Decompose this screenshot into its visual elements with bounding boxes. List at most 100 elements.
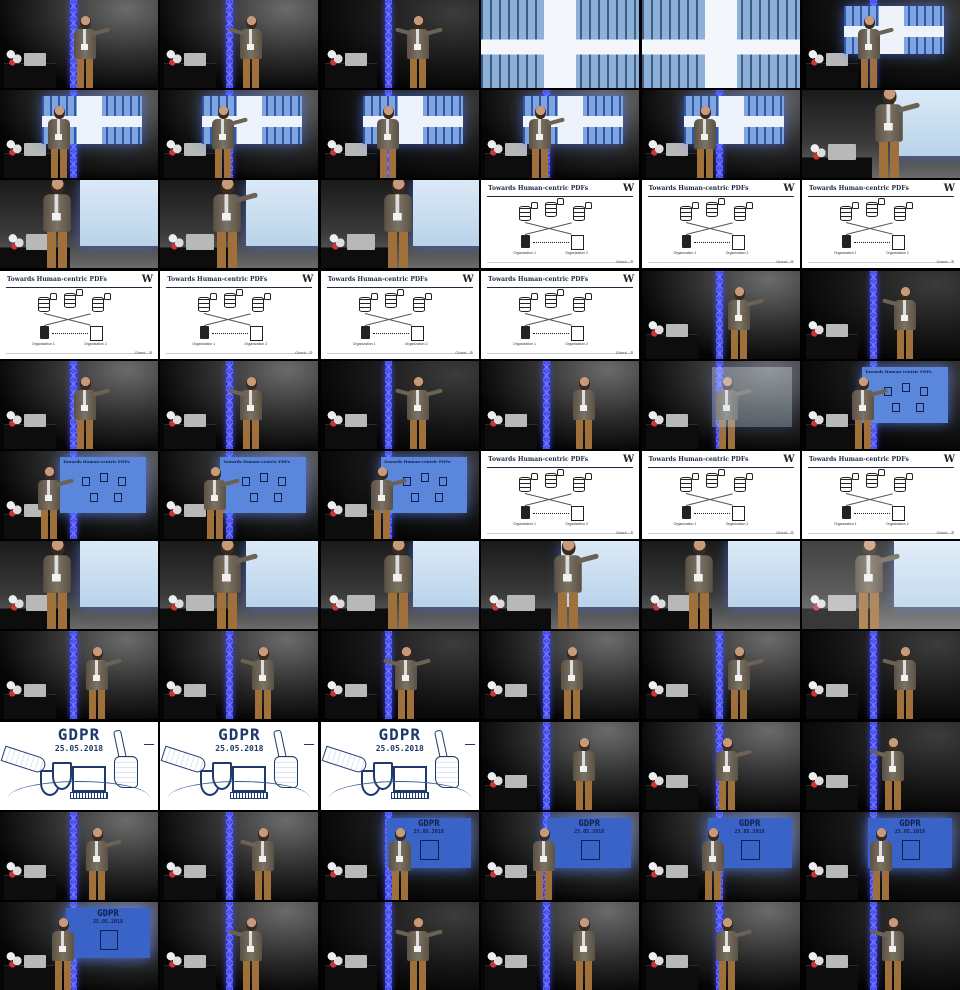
laptop xyxy=(665,864,688,878)
video-frame xyxy=(801,631,960,720)
lock-icon xyxy=(396,288,404,296)
plush-toys xyxy=(166,949,183,968)
lock-icon xyxy=(691,202,699,210)
name-badge xyxy=(734,675,742,682)
database-icon xyxy=(519,206,532,222)
lanyard xyxy=(83,389,86,408)
dotted-link xyxy=(693,512,730,515)
slide-gdpr: GDPR 25.05.2018 xyxy=(0,721,158,810)
projected-gdpr-title: GDPR xyxy=(417,818,440,829)
lectern-desk xyxy=(324,63,377,88)
lectern-desk xyxy=(645,874,698,900)
slide-human-centric-pdfs: Towards Human-centric PDFs W Organizatio… xyxy=(481,450,640,539)
lighting-truss xyxy=(715,270,723,359)
speaker-arm xyxy=(424,388,443,397)
laptop xyxy=(24,143,46,157)
plush-toys xyxy=(647,949,664,968)
lighting-truss xyxy=(543,721,551,810)
device-icon xyxy=(360,325,370,339)
speaker-legs xyxy=(858,592,879,630)
speaker-head xyxy=(221,541,235,556)
plush-toys xyxy=(807,48,824,66)
plush-toys xyxy=(328,593,345,612)
plush-toys xyxy=(809,142,826,161)
speaker xyxy=(50,917,76,990)
speaker-head xyxy=(218,106,230,120)
name-badge xyxy=(722,945,730,952)
name-badge xyxy=(693,574,703,582)
university-logo: W xyxy=(783,183,794,195)
database-icon xyxy=(705,472,718,488)
slide-human-centric-pdfs: Towards Human-centric PDFs W Organizatio… xyxy=(641,180,800,269)
gdpr-title: GDPR xyxy=(57,724,101,744)
lock-icon xyxy=(531,292,539,300)
lock-icon xyxy=(851,472,859,480)
lectern-desk xyxy=(485,694,538,720)
speaker xyxy=(84,647,122,720)
slide-brand: Ghent - ℗ xyxy=(294,349,313,355)
database-icon xyxy=(92,296,104,312)
org-label-left: Organization 1 xyxy=(352,341,376,346)
document-icon xyxy=(571,325,585,341)
lanyard xyxy=(54,194,59,218)
projected-icon xyxy=(278,476,287,486)
slide-footer xyxy=(807,262,954,265)
university-logo: W xyxy=(622,273,634,285)
lock-icon xyxy=(557,198,565,206)
video-frame: GDPR 25.05.2018 xyxy=(641,811,800,900)
lighting-truss xyxy=(70,811,77,900)
plush-toys xyxy=(326,949,343,968)
speaker-head xyxy=(44,466,55,480)
name-badge xyxy=(52,213,61,221)
speaker xyxy=(714,737,752,810)
lectern-desk xyxy=(805,784,858,810)
slide-footer xyxy=(647,532,794,536)
org-label-right: Organization 2 xyxy=(84,341,107,346)
lighting-truss xyxy=(384,360,392,449)
speaker-legs xyxy=(379,149,396,179)
org-label-right: Organization 2 xyxy=(885,521,909,526)
lanyard xyxy=(403,660,407,679)
lectern-desk xyxy=(485,964,538,990)
projected-gdpr-title: GDPR xyxy=(578,818,601,829)
video-frame xyxy=(160,360,319,449)
lock-icon xyxy=(557,288,565,296)
slide-title: Towards Human-centric PDFs xyxy=(167,275,268,283)
speaker xyxy=(527,106,566,179)
lectern-desk xyxy=(485,784,538,810)
slide-footer xyxy=(326,352,473,356)
slide-footer xyxy=(6,352,152,356)
speaker-head xyxy=(862,541,877,556)
database-icon xyxy=(198,296,211,312)
speaker xyxy=(726,647,764,720)
dotted-link xyxy=(853,242,890,244)
speaker-legs xyxy=(576,960,593,990)
lock-icon xyxy=(877,198,885,206)
laptop xyxy=(505,954,528,968)
lighting-truss xyxy=(226,901,234,990)
plush-toys xyxy=(647,408,664,427)
slide-brand: Ghent - ℗ xyxy=(615,349,634,355)
name-badge xyxy=(900,675,908,682)
name-badge xyxy=(45,494,52,501)
lighting-truss xyxy=(543,901,551,990)
name-badge xyxy=(580,404,588,411)
plush-toys xyxy=(326,138,343,157)
name-badge xyxy=(219,134,227,141)
speaker-legs xyxy=(243,59,260,88)
speaker-arm xyxy=(424,929,443,938)
database-icon xyxy=(893,476,906,492)
slide-title: Towards Human-centric PDFs xyxy=(648,185,749,193)
laptop xyxy=(825,323,848,337)
org-label-left: Organization 1 xyxy=(192,341,216,346)
lock-icon xyxy=(585,292,593,300)
projected-icon xyxy=(919,386,928,396)
slide-gdpr: GDPR 25.05.2018 xyxy=(320,721,479,810)
ground-line xyxy=(8,780,150,798)
gdpr-date: 25.05.2018 xyxy=(215,743,264,753)
projected-gdpr-slide: GDPR 25.05.2018 xyxy=(66,907,150,958)
plush-toys xyxy=(6,138,22,157)
name-badge xyxy=(864,44,872,50)
lighting-truss xyxy=(869,721,877,810)
projected-slide-title: Towards Human-centric PDFs xyxy=(383,458,451,464)
